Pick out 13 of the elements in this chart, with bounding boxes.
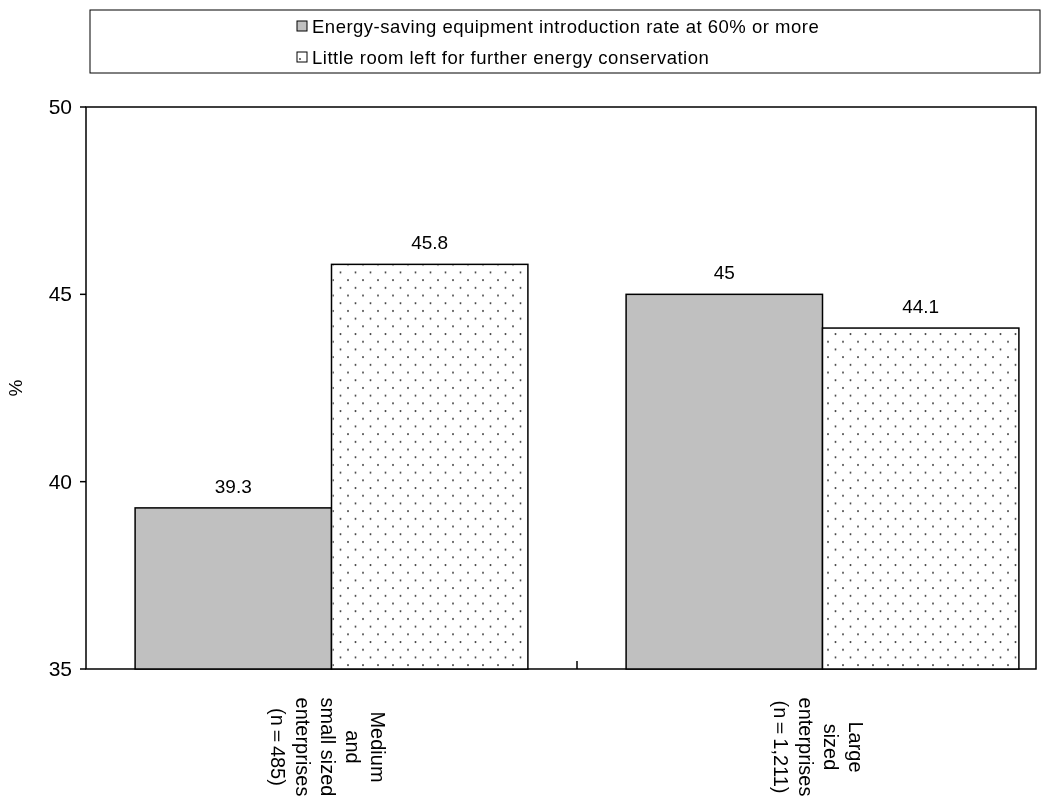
- data-label: 39.3: [214, 475, 252, 497]
- data-label: 44.1: [902, 296, 940, 318]
- x-tick-label: Large sized enterprises (n＝1,211): [770, 697, 867, 797]
- data-label: 45.8: [411, 232, 449, 254]
- y-tick-label: 45: [48, 282, 72, 306]
- x-tick-label: Medium and small sized enterprises (n＝485): [266, 697, 389, 797]
- y-tick-label: 40: [48, 469, 72, 493]
- data-label: 45: [713, 262, 735, 284]
- y-tick-label: 50: [48, 95, 72, 118]
- legend-label: Energy-saving equipment introduction rate at 60% or more: [312, 16, 820, 37]
- legend-label: Little room left for further energy conservation: [312, 47, 710, 68]
- y-tick-label: 35: [48, 657, 72, 680]
- y-axis-title: %: [5, 379, 26, 397]
